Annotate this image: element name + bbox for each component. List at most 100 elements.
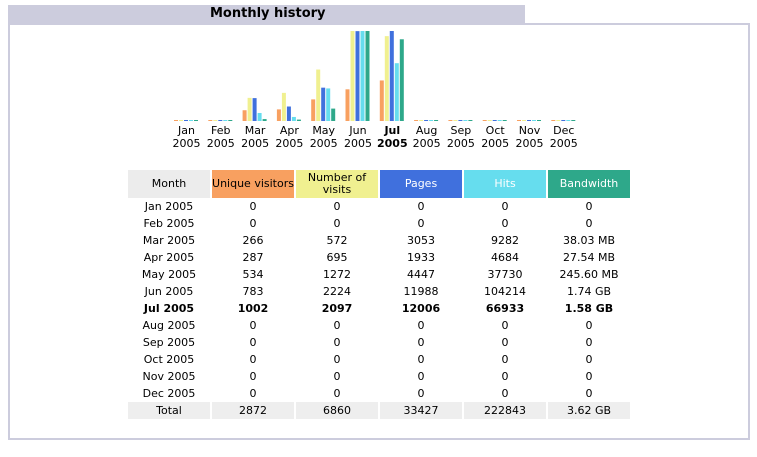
bar-unique-visitors-jan [174, 120, 178, 121]
tick-label-month: Dec [553, 124, 574, 137]
tick-label-month: May [312, 124, 335, 137]
bar-bandwidth-may [331, 108, 336, 121]
col-unique-visitors-header: Unique visitors [212, 170, 294, 198]
visits-cell: 695 [326, 251, 348, 264]
bar-number-of-visits-jul [384, 36, 389, 121]
hits-cell: 0 [501, 387, 509, 400]
monthly-history-chart: Jan2005Feb2005Mar2005Apr2005May2005Jun20… [173, 31, 578, 150]
bar-hits-jul [394, 63, 399, 121]
monthly-history-panel [8, 23, 750, 440]
table-row: Apr 2005 287 695 1933 4684 27.54 MB [128, 249, 630, 266]
bandwidth-cell: 27.54 MB [562, 251, 616, 264]
col-bandwidth-header: Bandwidth [548, 170, 630, 198]
tick-label-year: 2005 [207, 137, 235, 150]
total-label: Total [128, 402, 210, 419]
tick-label-month: Jul [383, 124, 400, 137]
tick-label-year: 2005 [275, 137, 303, 150]
month-cell: Oct 2005 [143, 353, 195, 366]
tick-label-month: Nov [519, 124, 541, 137]
table-row: May 2005 534 1272 4447 37730 245.60 MB [128, 266, 630, 283]
bar-hits-aug [429, 120, 434, 121]
bar-unique-visitors-may [311, 99, 316, 121]
bandwidth-cell: 0 [585, 319, 593, 332]
month-cell: Nov 2005 [142, 370, 196, 383]
hits-cell: 9282 [491, 234, 519, 247]
bandwidth-cell: 245.60 MB [559, 268, 619, 281]
table-row: Jun 2005 783 2224 11988 104214 1.74 GB [128, 283, 630, 300]
tick-label-year: 2005 [377, 137, 408, 150]
table-row: Nov 2005 0 0 0 0 0 [128, 368, 630, 385]
visits-cell: 0 [333, 387, 341, 400]
bar-number-of-visits-jan [179, 120, 183, 121]
unique-visitors-cell: 0 [249, 387, 257, 400]
total-pages-cell: 33427 [380, 402, 462, 419]
hits-cell: 0 [501, 217, 509, 230]
section-title: Monthly history [210, 6, 326, 21]
bar-pages-sep [458, 120, 463, 121]
month-cell: May 2005 [141, 268, 197, 281]
bandwidth-cell: 1.74 GB [566, 285, 612, 298]
pages-cell: 0 [417, 387, 425, 400]
month-cell: Jun 2005 [144, 285, 194, 298]
tick-label-month: Oct [486, 124, 506, 137]
bar-number-of-visits-mar [247, 97, 252, 121]
bar-bandwidth-aug [434, 120, 439, 121]
unique-visitors-cell: 0 [249, 200, 257, 213]
month-cell: Jan 2005 [144, 200, 194, 213]
bar-unique-visitors-jun [345, 89, 350, 121]
pages-cell: 12006 [401, 302, 441, 315]
bar-unique-visitors-jul [379, 80, 384, 121]
visits-cell: 1272 [323, 268, 351, 281]
tick-label-year: 2005 [413, 137, 441, 150]
table-row: Aug 2005 0 0 0 0 0 [128, 317, 630, 334]
hits-cell: 104214 [484, 285, 526, 298]
month-cell: Apr 2005 [143, 251, 195, 264]
bandwidth-cell: 1.58 GB [564, 302, 614, 315]
bar-unique-visitors-nov [517, 120, 521, 121]
total-hits-cell: 222843 [464, 402, 546, 419]
bandwidth-cell: 38.03 MB [562, 234, 616, 247]
bar-unique-visitors-oct [482, 120, 487, 121]
bandwidth-cell: 0 [585, 370, 593, 383]
visits-cell: 572 [326, 234, 348, 247]
month-cell: Aug 2005 [142, 319, 196, 332]
unique-visitors-cell: 534 [242, 268, 264, 281]
bandwidth-cell: 0 [585, 336, 593, 349]
visits-cell: 2224 [323, 285, 351, 298]
tick-label-year: 2005 [173, 137, 201, 150]
pages-cell: 0 [417, 200, 425, 213]
bar-unique-visitors-dec [551, 120, 556, 121]
bandwidth-cell: 0 [585, 200, 593, 213]
unique-visitors-cell: 287 [242, 251, 264, 264]
total-row: Total 2872 6860 33427 222843 3.62 GB [128, 402, 630, 419]
unique-visitors-cell: 0 [249, 353, 257, 366]
unique-visitors-cell: 0 [249, 336, 257, 349]
bar-unique-visitors-apr [276, 109, 281, 121]
tick-label-month: Jan [177, 124, 195, 137]
visits-cell: 0 [333, 217, 341, 230]
bar-hits-jan [189, 120, 193, 121]
bar-unique-visitors-mar [242, 110, 247, 121]
table-row: Feb 2005 0 0 0 0 0 [128, 215, 630, 232]
bar-bandwidth-dec [571, 120, 576, 121]
unique-visitors-cell: 783 [242, 285, 264, 298]
bar-pages-jan [184, 120, 188, 121]
pages-cell: 11988 [403, 285, 439, 298]
tick-label-year: 2005 [241, 137, 269, 150]
table-row: Oct 2005 0 0 0 0 0 [128, 351, 630, 368]
col-pages-header: Pages [380, 170, 462, 198]
table-row: Mar 2005 266 572 3053 9282 38.03 MB [128, 232, 630, 249]
tick-label-month: Apr [280, 124, 300, 137]
month-cell: Feb 2005 [143, 217, 195, 230]
visits-cell: 0 [333, 319, 341, 332]
tick-label-month: Sep [451, 124, 472, 137]
month-cell: Mar 2005 [142, 234, 196, 247]
monthly-history-table: Month Unique visitors Number of visits P… [126, 170, 632, 419]
bar-number-of-visits-aug [419, 120, 424, 121]
pages-cell: 3053 [407, 234, 435, 247]
hits-cell: 0 [501, 319, 509, 332]
bar-number-of-visits-dec [556, 120, 561, 121]
pages-cell: 1933 [407, 251, 435, 264]
bar-bandwidth-jul [399, 39, 404, 121]
bar-number-of-visits-oct [487, 120, 492, 121]
